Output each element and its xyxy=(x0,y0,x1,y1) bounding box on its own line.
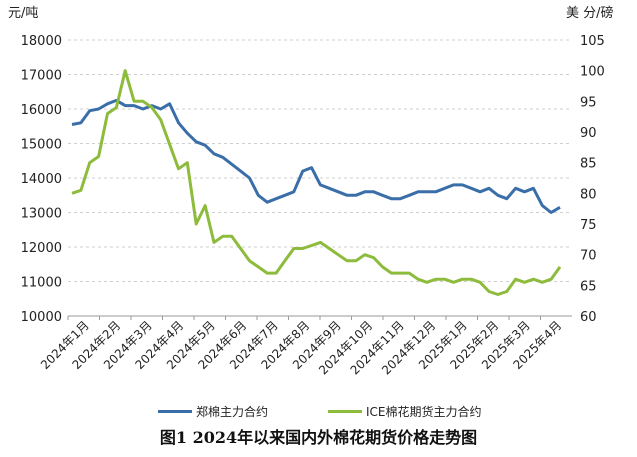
left-tick-label: 18000 xyxy=(21,34,62,49)
right-tick-label: 60 xyxy=(580,310,597,325)
series-line-zheng-cotton xyxy=(71,98,561,214)
right-tick-label: 70 xyxy=(580,249,597,264)
right-tick-label: 85 xyxy=(580,157,597,172)
left-tick-label: 10000 xyxy=(21,310,62,325)
right-tick-label: 105 xyxy=(580,34,605,49)
right-tick-label: 90 xyxy=(580,126,597,141)
right-axis-unit: 美 分/磅 xyxy=(566,6,614,21)
x-axis-labels: 2024年1月2024年2月2024年3月2024年4月2024年5月2024年… xyxy=(38,316,564,377)
left-tick-label: 16000 xyxy=(21,103,62,118)
legend-label-zheng: 郑棉主力合约 xyxy=(196,405,269,419)
left-tick-label: 13000 xyxy=(21,207,62,222)
left-tick-label: 17000 xyxy=(21,69,62,84)
price-chart: 10000 11000 12000 13000 14000 15000 16000 17000… xyxy=(21,34,605,377)
right-tick-label: 95 xyxy=(580,95,597,110)
left-tick-label: 12000 xyxy=(21,241,62,256)
series-line-ice-cotton xyxy=(71,69,562,296)
legend-swatch-green xyxy=(328,410,362,413)
chart-title: 图1 2024年以来国内外棉花期货价格走势图 xyxy=(159,428,478,447)
left-tick-label: 14000 xyxy=(21,172,62,187)
left-axis-ticks: 10000 11000 12000 13000 14000 15000 16000 17000… xyxy=(21,34,62,325)
legend-swatch-blue xyxy=(158,410,192,413)
left-tick-label: 15000 xyxy=(21,138,62,153)
series-lines xyxy=(71,69,562,296)
right-axis-ticks: 60 65 70 75 80 85 90 95 100 105 xyxy=(580,34,605,325)
left-tick-label: 11000 xyxy=(21,276,62,291)
right-tick-label: 75 xyxy=(580,218,597,233)
left-axis-unit: 元/吨 xyxy=(8,6,39,21)
right-tick-label: 80 xyxy=(580,187,597,202)
right-tick-label: 65 xyxy=(580,279,597,294)
legend-ice-cotton: ICE棉花期货主力合约 xyxy=(328,403,482,420)
right-tick-label: 100 xyxy=(580,65,605,80)
legend-label-ice: ICE棉花期货主力合约 xyxy=(366,405,482,419)
legend-zheng-cotton: 郑棉主力合约 xyxy=(158,403,268,420)
grid-lines xyxy=(68,39,572,317)
